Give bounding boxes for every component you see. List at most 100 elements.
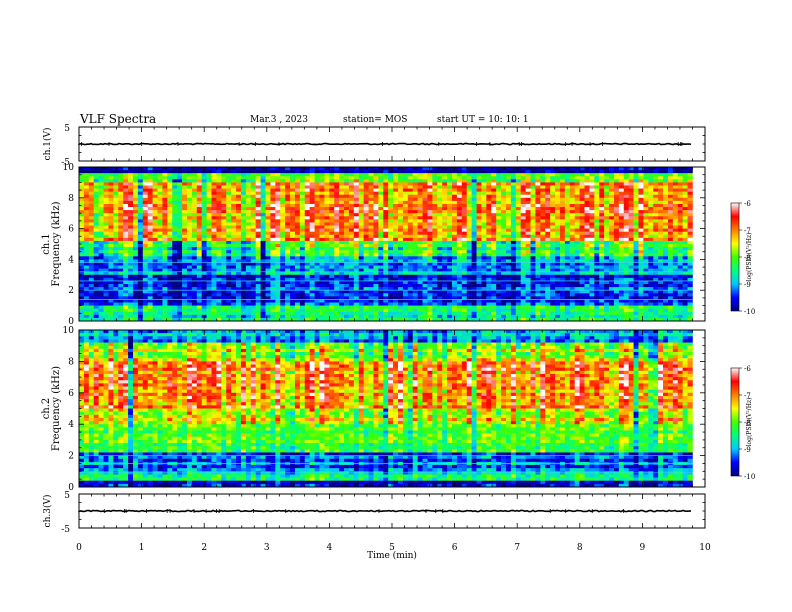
spectrogram-cell: [236, 268, 242, 273]
spectrogram-cell: [398, 222, 404, 226]
spectrogram-cell: [344, 188, 350, 192]
spectrogram-cell: [402, 265, 409, 269]
spectrogram-cell: [108, 274, 114, 279]
spectrogram-cell: [177, 213, 183, 217]
spectrogram-cell: [579, 200, 585, 205]
spectrogram-cell: [157, 253, 163, 257]
spectrogram-cell: [579, 228, 585, 232]
spectrogram-cell: [93, 216, 99, 220]
spectrogram-cell: [481, 191, 487, 196]
spectrogram-cell: [93, 234, 99, 239]
spectrogram-cell: [402, 225, 409, 229]
spectrogram-cell: [584, 253, 590, 257]
spectrogram-cell: [574, 240, 580, 245]
spectrogram-cell: [329, 244, 335, 248]
spectrogram-cell: [569, 274, 575, 279]
spectrogram-cell: [658, 240, 664, 245]
spectrogram-cell: [447, 191, 453, 196]
spectrogram-cell: [623, 274, 629, 279]
spectrogram-cell: [393, 265, 399, 269]
spectrogram-cell: [285, 222, 291, 226]
spectrogram-cell: [358, 240, 364, 245]
spectrogram-cell: [186, 225, 193, 229]
spectrogram-cell: [250, 210, 256, 214]
spectrogram-cell: [280, 197, 286, 202]
spectrogram-cell: [545, 225, 551, 229]
spectrogram-cell: [152, 247, 158, 251]
spectrogram-cell: [393, 280, 399, 285]
spectrogram-cell: [186, 216, 193, 220]
spectrogram-cell: [162, 237, 168, 242]
spectrogram-cell: [579, 237, 585, 242]
spectrogram-cell: [599, 259, 605, 263]
spectrogram-cell: [103, 240, 109, 245]
spectrogram-cell: [265, 185, 271, 189]
spectrogram-cell: [128, 197, 134, 202]
spectrogram-cell: [123, 225, 129, 229]
spectrogram-cell: [368, 219, 374, 223]
spectrogram-cell: [118, 179, 124, 183]
spectrogram-cell: [677, 237, 683, 242]
spectrogram-cell: [402, 237, 409, 242]
spectrogram-cell: [456, 225, 463, 229]
spectrogram-cell: [618, 173, 625, 177]
spectrogram-cell: [471, 219, 477, 223]
spectrogram-cell: [667, 277, 674, 282]
spectrogram-cell: [363, 210, 369, 214]
spectrogram-cell: [216, 200, 222, 205]
spectrogram-cell: [510, 231, 517, 236]
spectrogram-cell: [216, 253, 222, 257]
spectrogram-cell: [658, 170, 664, 174]
spectrogram-cell: [407, 200, 414, 205]
spectrogram-cell: [653, 259, 659, 263]
spectrogram-cell: [83, 256, 90, 260]
spectrogram-cell: [466, 225, 472, 229]
spectrogram-cell: [628, 213, 634, 217]
spectrogram-cell: [191, 194, 198, 199]
spectrogram-cell: [353, 271, 360, 276]
spectrogram-cell: [147, 237, 153, 242]
spectrogram-cell: [226, 247, 232, 251]
spectrogram-cell: [182, 200, 188, 205]
spectrogram-cell: [481, 244, 487, 248]
spectrogram-cell: [265, 188, 271, 192]
spectrogram-cell: [545, 256, 551, 260]
spectrogram-cell: [604, 176, 610, 180]
spectrogram-cell: [157, 194, 163, 199]
spectrogram-cell: [363, 253, 369, 257]
spectrogram-cell: [550, 200, 556, 205]
spectrogram-cell: [162, 179, 168, 183]
spectrogram-cell: [412, 188, 418, 192]
spectrogram-cell: [270, 216, 276, 220]
spectrogram-cell: [172, 185, 178, 189]
spectrogram-cell: [555, 259, 561, 263]
spectrogram-cell: [383, 188, 389, 192]
spectrogram-cell: [123, 222, 129, 226]
spectrogram-cell: [334, 216, 340, 220]
spectrogram-cell: [211, 268, 217, 273]
spectrogram-cell: [285, 203, 291, 208]
spectrogram-cell: [584, 222, 590, 226]
spectrogram-cell: [152, 284, 158, 288]
spectrogram-cell: [103, 250, 109, 254]
spectrogram-cell: [329, 237, 335, 242]
spectrogram-cell: [186, 244, 193, 248]
spectrogram-cell: [211, 274, 217, 279]
spectrogram-cell: [172, 203, 178, 208]
spectrogram-cell: [481, 176, 487, 180]
spectrogram-cell: [275, 182, 281, 186]
spectrogram-cell: [569, 284, 575, 288]
spectrogram-cell: [510, 207, 517, 211]
spectrogram-cell: [79, 265, 85, 269]
spectrogram-cell: [505, 188, 512, 192]
spectrogram-cell: [638, 237, 644, 242]
spectrogram-cell: [491, 203, 497, 208]
spectrogram-cell: [672, 216, 679, 220]
spectrogram-cell: [550, 182, 556, 186]
spectrogram-cell: [481, 200, 487, 205]
spectrogram-cell: [172, 240, 178, 245]
spectrogram-cell: [569, 271, 575, 276]
spectrogram-cell: [491, 271, 497, 276]
spectrogram-cell: [236, 185, 242, 189]
spectrogram-cell: [285, 170, 291, 174]
